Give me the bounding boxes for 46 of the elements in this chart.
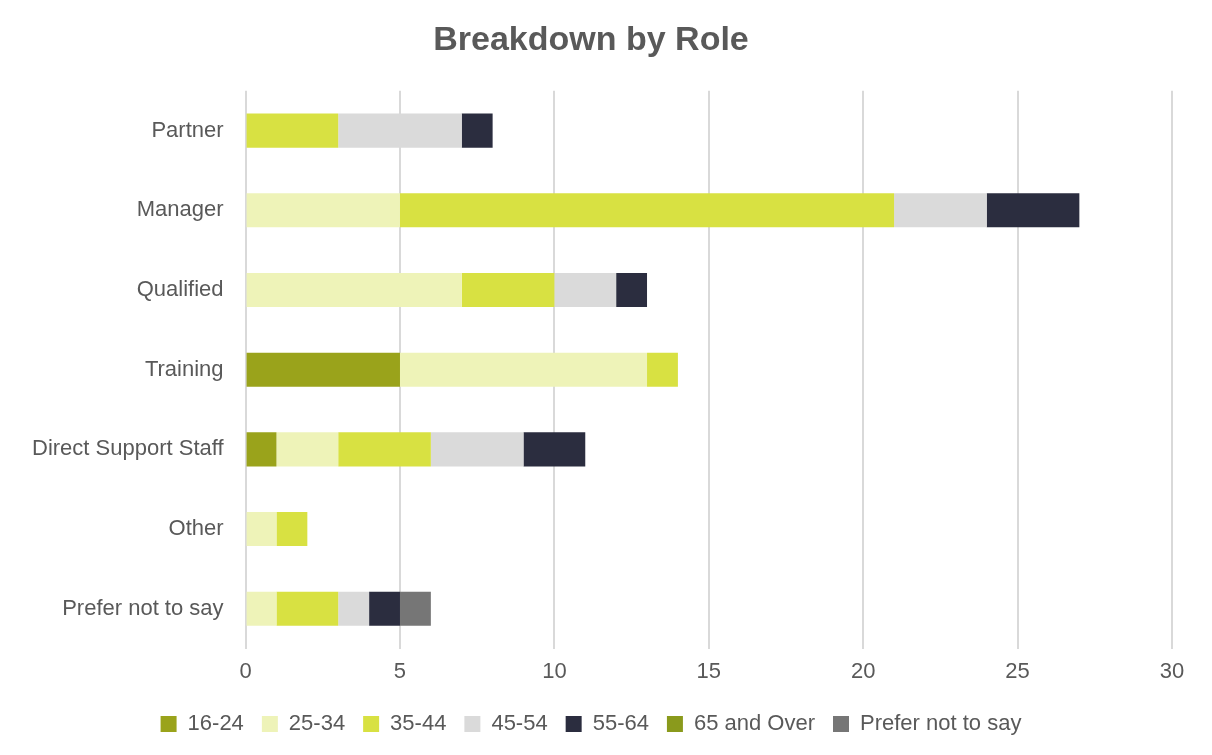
x-tick-label: 25 <box>1005 657 1030 683</box>
legend-label: 45-54 <box>491 710 548 736</box>
y-tick-label: Qualified <box>136 276 224 302</box>
y-tick-label: Direct Support Staff <box>32 435 225 461</box>
x-tick-label: 30 <box>1159 657 1185 683</box>
bar <box>647 352 678 387</box>
bar <box>246 113 339 148</box>
y-tick-label: Other <box>168 515 224 541</box>
x-tick-label: 5 <box>393 657 407 683</box>
y-tick-label: Prefer not to say <box>62 594 224 620</box>
x-tick-label: 10 <box>542 657 567 683</box>
bar <box>246 591 277 626</box>
bar <box>986 193 1080 228</box>
bar <box>246 272 462 308</box>
bar <box>399 193 895 228</box>
bar <box>246 432 277 467</box>
bar <box>338 591 370 626</box>
y-tick-label: Partner <box>151 116 224 142</box>
bar <box>276 512 308 547</box>
bar <box>369 591 400 626</box>
bar <box>894 193 987 228</box>
bar <box>246 193 400 228</box>
legend-label: 35-44 <box>390 710 447 736</box>
bar <box>246 512 277 547</box>
x-tick-label: 15 <box>696 657 722 683</box>
legend-label: 25-34 <box>288 710 346 736</box>
bar <box>338 432 431 467</box>
bar <box>276 432 339 467</box>
bar <box>461 113 493 148</box>
legend-label: 65 and Over <box>693 710 815 736</box>
bar <box>461 272 555 308</box>
y-tick-label: Manager <box>136 196 224 222</box>
chart-title: Breakdown by Role <box>433 18 749 57</box>
legend-label: 16-24 <box>187 710 244 736</box>
legend-label: 55-64 <box>592 710 649 736</box>
bar <box>616 272 648 308</box>
bar <box>430 432 524 467</box>
bar <box>276 591 339 626</box>
x-tick-label: 0 <box>239 657 252 683</box>
y-tick-label: Training <box>144 355 224 381</box>
bar <box>523 432 586 467</box>
bar <box>399 352 648 387</box>
x-tick-label: 20 <box>850 657 876 683</box>
bar <box>399 591 431 626</box>
bar <box>246 352 400 387</box>
legend-label: Prefer not to say <box>860 710 1022 736</box>
